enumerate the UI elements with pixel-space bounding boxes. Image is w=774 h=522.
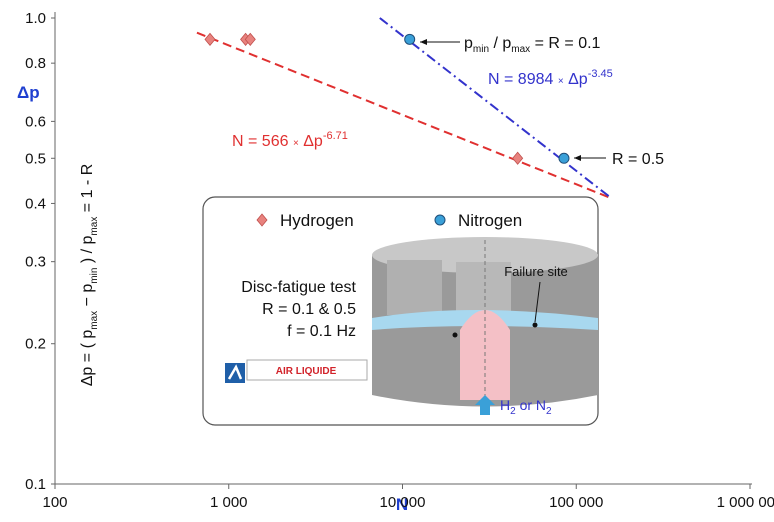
y-tick-label: 1.0 <box>25 10 46 27</box>
x-tick-label: 100 <box>42 494 67 511</box>
annotation: pmin / pmax = R = 0.1 <box>464 35 601 55</box>
y-tick-label: 0.6 <box>25 113 46 130</box>
y-axis-short-label: Δp <box>17 83 40 102</box>
annotation-text: R = 0.5 <box>612 151 664 168</box>
fit-label-part: Δp <box>564 71 588 88</box>
gas-text: H <box>500 397 510 413</box>
point <box>205 33 215 45</box>
fit-label-part: -3.45 <box>588 68 613 80</box>
fit-label: N = 566 × Δp-6.71 <box>232 130 348 150</box>
y-axis-label-sub: max <box>89 217 100 236</box>
point <box>513 152 523 164</box>
fit-line <box>197 33 612 199</box>
annotation-text: p <box>464 35 473 52</box>
legend-marker <box>435 215 445 225</box>
y-axis-label-sub: min <box>89 268 100 284</box>
inset-line: R = 0.1 & 0.5 <box>262 301 356 318</box>
annotation-sub: max <box>511 44 530 55</box>
y-tick-label: 0.8 <box>25 55 46 72</box>
point <box>559 153 569 163</box>
fit-label-part: Δp <box>299 133 323 150</box>
y-axis-label-text: ) / p <box>79 235 96 267</box>
legend-label: Nitrogen <box>458 211 522 230</box>
y-axis-label-text: Δp = ( p <box>79 330 96 387</box>
annotation-sub: min <box>473 44 489 55</box>
fit-label-part: N = 8984 <box>488 71 558 88</box>
gas-sub: 2 <box>546 406 552 417</box>
legend-label: Hydrogen <box>280 211 354 230</box>
x-tick-label: 1 000 <box>210 494 248 511</box>
y-axis-label-text: − p <box>79 284 96 311</box>
fit-label-part: -6.71 <box>323 130 348 142</box>
y-tick-label: 0.5 <box>25 150 46 167</box>
x-tick-label: 100 000 <box>549 494 603 511</box>
fit-label: N = 8984 × Δp-3.45 <box>488 68 613 88</box>
annotation-text: / p <box>489 35 511 52</box>
page: Δp N Δp = ( pmax − pmin ) / pmax = 1 - R… <box>0 0 774 522</box>
y-tick-label: 0.4 <box>25 195 46 212</box>
y-tick-label: 0.1 <box>25 476 46 493</box>
failure-site-label: Failure site <box>504 264 568 279</box>
gas-text: or N <box>516 397 546 413</box>
x-tick-label: 1 000 000 <box>717 494 774 511</box>
y-tick-label: 0.3 <box>25 254 46 271</box>
logo-text: AIR LIQUIDE <box>276 366 337 377</box>
chart: Δp N Δp = ( pmax − pmin ) / pmax = 1 - R… <box>0 0 774 517</box>
x-tick-label: 10 000 <box>380 494 426 511</box>
y-axis-label-text: = 1 - R <box>79 164 96 217</box>
y-axis-label-sub: max <box>89 311 100 330</box>
point <box>405 34 415 44</box>
y-axis-label: Δp = ( pmax − pmin ) / pmax = 1 - R <box>79 164 100 387</box>
annotation: R = 0.5 <box>612 151 664 168</box>
annotation-text: = R = 0.1 <box>530 35 600 52</box>
y-tick-label: 0.2 <box>25 336 46 353</box>
fit-label-part: N = 566 <box>232 133 293 150</box>
inset-line: Disc-fatigue test <box>241 279 356 296</box>
inset-line: f = 0.1 Hz <box>287 323 356 340</box>
